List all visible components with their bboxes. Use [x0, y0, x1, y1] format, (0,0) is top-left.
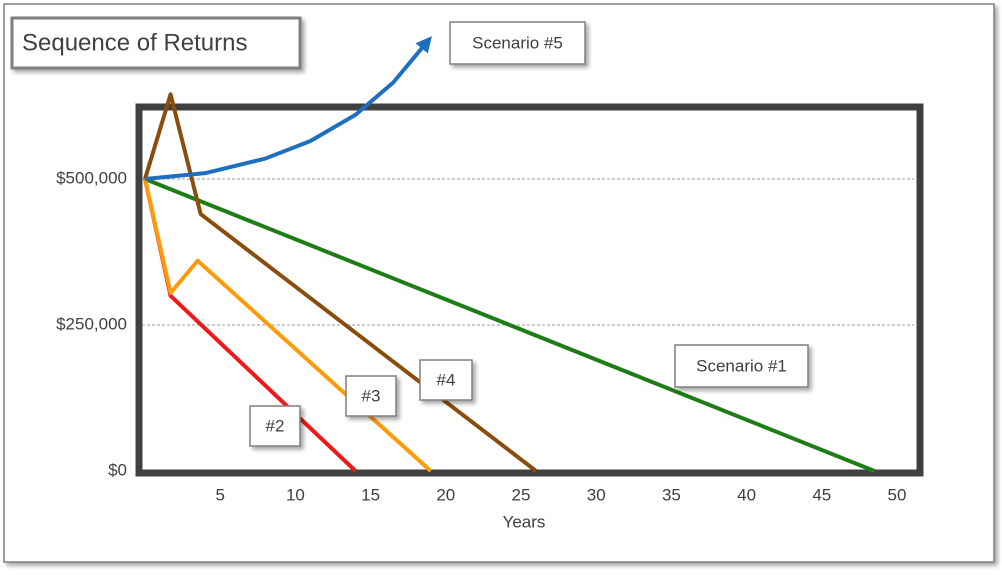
series-label: Scenario #1	[696, 356, 787, 375]
series-line	[143, 92, 538, 473]
y-tick-label: $0	[108, 460, 127, 479]
label-box	[674, 344, 809, 388]
series-line	[144, 177, 876, 473]
plot-frame	[135, 103, 924, 477]
x-tick-label: 50	[888, 485, 907, 504]
label-box	[249, 405, 301, 447]
y-tick-label: $250,000	[56, 314, 127, 333]
x-tick-label: 35	[662, 485, 681, 504]
x-tick-label: 20	[436, 485, 455, 504]
x-tick-label: 30	[587, 485, 606, 504]
label-box	[449, 21, 586, 65]
label-box	[345, 375, 397, 417]
frame	[3, 3, 995, 563]
chart-title: Sequence of Returns	[22, 29, 247, 56]
x-tick-label: 15	[361, 485, 380, 504]
series-label: #2	[266, 416, 285, 435]
title-box	[10, 16, 302, 70]
series-line	[144, 36, 432, 181]
x-tick-label: 10	[286, 485, 305, 504]
series-label: #3	[362, 386, 381, 405]
series-line	[143, 178, 433, 473]
x-tick-label: 40	[737, 485, 756, 504]
x-tick-label: 45	[812, 485, 831, 504]
label-box	[419, 359, 473, 401]
series-label: Scenario #5	[472, 33, 563, 52]
series-label: #4	[437, 370, 456, 389]
y-tick-label: $500,000	[56, 168, 127, 187]
x-tick-label: 5	[215, 485, 224, 504]
x-tick-label: 25	[512, 485, 531, 504]
x-axis-label: Years	[503, 512, 546, 531]
